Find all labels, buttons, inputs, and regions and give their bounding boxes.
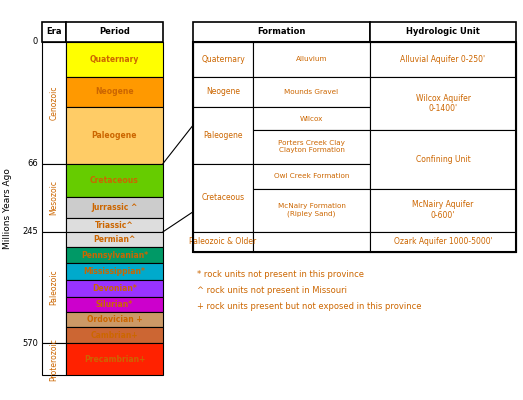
- Text: Cretaceous: Cretaceous: [90, 176, 139, 185]
- Text: Quaternary: Quaternary: [90, 55, 139, 64]
- Bar: [253, 77, 370, 107]
- Bar: [370, 188, 516, 232]
- Text: Porters Creek Clay
Clayton Formation: Porters Creek Clay Clayton Formation: [278, 140, 345, 153]
- Text: McNairy Aquifer
0-600': McNairy Aquifer 0-600': [412, 200, 474, 220]
- Bar: [193, 42, 516, 252]
- Bar: [66, 164, 163, 197]
- Text: ^ rock units not present in Missouri: ^ rock units not present in Missouri: [197, 286, 347, 295]
- Text: Period: Period: [99, 28, 130, 36]
- Bar: [66, 280, 163, 297]
- Bar: [370, 22, 516, 42]
- Bar: [253, 164, 370, 188]
- Text: Paleogene: Paleogene: [203, 131, 243, 140]
- Bar: [370, 130, 516, 188]
- Bar: [370, 232, 516, 252]
- Text: Confining Unit: Confining Unit: [416, 155, 470, 164]
- Bar: [66, 232, 163, 247]
- Bar: [66, 218, 163, 232]
- Text: 0: 0: [33, 38, 38, 46]
- Text: Cretaceous: Cretaceous: [201, 193, 245, 202]
- Text: Permian^: Permian^: [93, 235, 135, 244]
- Text: 570: 570: [22, 339, 38, 348]
- Text: Hydrologic Unit: Hydrologic Unit: [406, 28, 480, 36]
- Text: Wilcox Aquifer
0-1400': Wilcox Aquifer 0-1400': [415, 94, 471, 113]
- Bar: [253, 42, 370, 77]
- Bar: [66, 264, 163, 280]
- Text: Mesozoic: Mesozoic: [50, 180, 59, 215]
- Text: Ordovician +: Ordovician +: [87, 315, 142, 324]
- Bar: [42, 164, 66, 232]
- Bar: [42, 343, 66, 375]
- Text: + rock units present but not exposed in this province: + rock units present but not exposed in …: [197, 302, 422, 311]
- Bar: [193, 107, 253, 164]
- Text: Owl Creek Formation: Owl Creek Formation: [274, 173, 349, 179]
- Text: Ozark Aquifer 1000-5000': Ozark Aquifer 1000-5000': [394, 237, 492, 246]
- Text: Millions Years Ago: Millions Years Ago: [4, 168, 13, 249]
- Text: Formation: Formation: [257, 28, 305, 36]
- Text: Cenozoic: Cenozoic: [50, 86, 59, 120]
- Bar: [193, 77, 253, 107]
- Text: Mounds Gravel: Mounds Gravel: [285, 89, 338, 95]
- Text: 245: 245: [22, 227, 38, 236]
- Text: Paleozoic & Older: Paleozoic & Older: [189, 237, 257, 246]
- Bar: [42, 42, 66, 164]
- Text: Neogene: Neogene: [206, 88, 240, 96]
- Text: Pennsylvanian*: Pennsylvanian*: [81, 251, 148, 260]
- Text: Cambrian+: Cambrian+: [90, 330, 138, 340]
- Bar: [253, 232, 370, 252]
- Bar: [66, 247, 163, 264]
- Text: Jurrassic ^: Jurrassic ^: [92, 203, 138, 212]
- Bar: [66, 42, 163, 77]
- Bar: [66, 107, 163, 164]
- Text: Alluvial Aquifer 0-250': Alluvial Aquifer 0-250': [401, 55, 485, 64]
- Text: Wilcox: Wilcox: [300, 116, 323, 122]
- Text: Triassic^: Triassic^: [95, 221, 134, 230]
- Bar: [42, 22, 66, 42]
- Text: Neogene: Neogene: [95, 88, 134, 96]
- Bar: [66, 312, 163, 327]
- Bar: [253, 188, 370, 232]
- Text: Paleozoic: Paleozoic: [50, 270, 59, 306]
- Bar: [66, 327, 163, 343]
- Text: Alluvium: Alluvium: [295, 56, 327, 62]
- Text: Proterozoic: Proterozoic: [50, 338, 59, 381]
- Text: Precambrian+: Precambrian+: [84, 355, 145, 364]
- Bar: [253, 130, 370, 164]
- Text: Era: Era: [46, 28, 62, 36]
- Bar: [193, 22, 370, 42]
- Bar: [193, 164, 253, 232]
- Bar: [253, 107, 370, 130]
- Bar: [66, 77, 163, 107]
- Text: McNairy Formation
(Ripley Sand): McNairy Formation (Ripley Sand): [278, 204, 345, 217]
- Bar: [66, 197, 163, 218]
- Bar: [193, 232, 253, 252]
- Bar: [370, 42, 516, 77]
- Text: Paleogene: Paleogene: [92, 131, 137, 140]
- Text: * rock units not present in this province: * rock units not present in this provinc…: [197, 270, 364, 279]
- Bar: [66, 343, 163, 375]
- Bar: [193, 42, 253, 77]
- Bar: [370, 77, 516, 130]
- Text: 66: 66: [27, 159, 38, 168]
- Text: Quaternary: Quaternary: [201, 55, 245, 64]
- Bar: [66, 297, 163, 312]
- Bar: [66, 22, 163, 42]
- Text: Silurian*: Silurian*: [96, 300, 133, 309]
- Text: Mississippian*: Mississippian*: [84, 267, 145, 276]
- Bar: [42, 232, 66, 343]
- Text: Devonian*: Devonian*: [92, 284, 137, 293]
